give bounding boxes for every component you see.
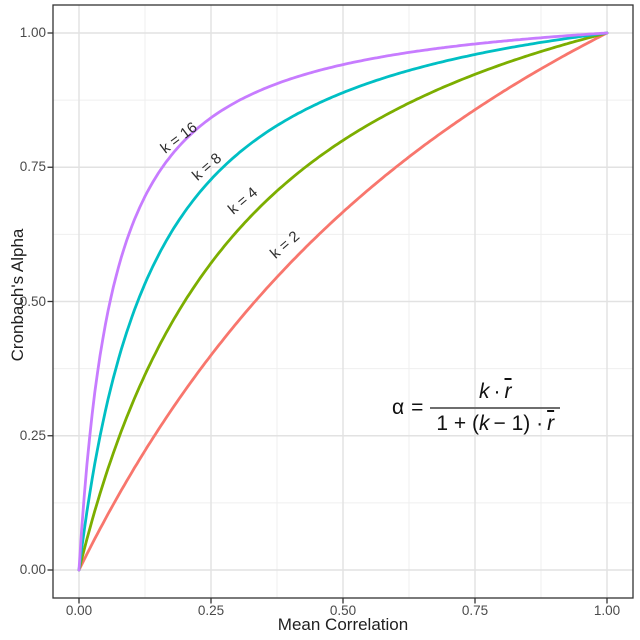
y-tick-label: 0.00 [19,562,46,577]
y-tick-label: 0.50 [19,293,46,309]
y-tick-label: 0.25 [19,427,46,443]
x-tick-label: 0.25 [197,603,225,618]
formula-den-rbar: r [547,412,555,436]
x-tick-label: 1.00 [593,603,621,618]
y-tick-label: 0.75 [19,159,46,175]
formula-num-rbar: r [504,380,512,403]
x-tick-label: 0.75 [461,603,489,618]
formula-den-mid: − 1) · [493,412,544,436]
formula-numerator: k · r [473,380,518,407]
x-tick-label: 0.00 [65,603,93,618]
x-tick-label: 0.50 [329,603,357,618]
formula-alpha: α [392,396,405,420]
curve-k=8 [77,31,609,572]
curve-k=2 [77,31,609,572]
formula-fraction: k · r 1 + ( k − 1) · r [430,380,561,436]
formula-den-pre: 1 + ( [436,412,480,436]
y-tick-label: 1.00 [19,25,46,40]
formula-num-dot: · [493,380,501,403]
formula-den-k: k [479,412,490,436]
formula-num-k: k [479,380,490,403]
y-axis-title: Cronbach's Alpha [8,228,27,362]
alpha-formula-annotation: α = k · r 1 + ( k − 1) · r [392,380,561,436]
formula-equals: = [411,396,424,420]
curve-k=4 [77,31,609,572]
formula-denominator: 1 + ( k − 1) · r [430,407,561,436]
curve-k=16 [77,31,609,572]
x-axis-title: Mean Correlation [277,615,409,634]
